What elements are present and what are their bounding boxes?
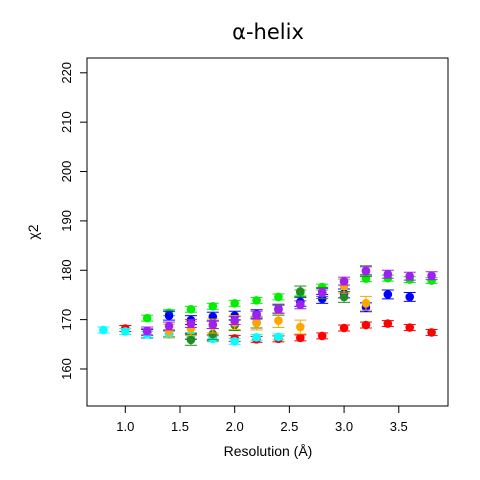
plot-frame [86, 57, 449, 407]
data-point [383, 269, 393, 279]
data-point [361, 299, 371, 308]
x-axis-label: Resolution (Å) [224, 443, 313, 459]
x-tick-label: 3.0 [335, 419, 353, 434]
data-point [252, 310, 261, 320]
x-tick-label: 1.0 [116, 419, 134, 434]
data-point [339, 276, 349, 286]
data-point [208, 329, 218, 339]
data-point [405, 323, 415, 332]
data-point [230, 337, 239, 346]
y-tick-label: 220 [59, 62, 74, 84]
plot-area [97, 265, 438, 346]
y-tick-label: 190 [59, 210, 74, 232]
data-point [296, 300, 305, 310]
data-point [405, 292, 415, 302]
data-point [274, 292, 283, 302]
data-point [274, 304, 283, 314]
chart-title: α-helix [232, 20, 304, 44]
data-point [339, 292, 349, 302]
y-tick-label: 170 [59, 309, 74, 331]
data-point [142, 313, 152, 323]
data-point [383, 319, 393, 328]
data-point [361, 266, 371, 276]
x-tick-label: 3.5 [390, 419, 408, 434]
data-point [252, 318, 261, 328]
x-tick-label: 2.0 [226, 419, 244, 434]
data-point [296, 322, 305, 332]
data-point [208, 320, 218, 329]
data-point [361, 320, 371, 330]
data-point [339, 323, 349, 333]
data-point [186, 304, 196, 314]
x-tick-label: 1.5 [171, 419, 189, 434]
data-point [186, 335, 196, 345]
y-axis: 160 170 180 190 200 210 220 [59, 62, 87, 380]
data-point [317, 331, 327, 341]
y-tick-label: 180 [59, 259, 74, 281]
data-point [383, 290, 393, 299]
data-point [427, 328, 436, 337]
y-tick-label: 200 [59, 161, 74, 183]
x-axis: 1.0 1.5 2.0 2.5 3.0 3.5 [116, 406, 408, 434]
data-point [296, 287, 305, 296]
data-point [405, 271, 415, 281]
data-point [99, 325, 108, 335]
data-point [274, 316, 283, 325]
y-tick-label: 210 [59, 111, 74, 133]
data-point [427, 271, 436, 280]
series-7 [141, 266, 438, 336]
data-point [296, 333, 305, 343]
data-point [230, 299, 239, 308]
data-point [317, 288, 327, 297]
data-point [164, 311, 174, 320]
data-point [186, 319, 196, 328]
y-axis-label: χ2 [25, 224, 41, 239]
data-point [164, 321, 174, 331]
data-point [252, 333, 261, 342]
data-point [208, 301, 218, 311]
data-point [120, 327, 130, 336]
data-point [230, 316, 239, 325]
data-point [274, 332, 283, 342]
y-tick-label: 160 [59, 358, 74, 380]
x-tick-label: 2.5 [280, 419, 298, 434]
data-point [142, 326, 152, 336]
data-point [252, 296, 261, 305]
